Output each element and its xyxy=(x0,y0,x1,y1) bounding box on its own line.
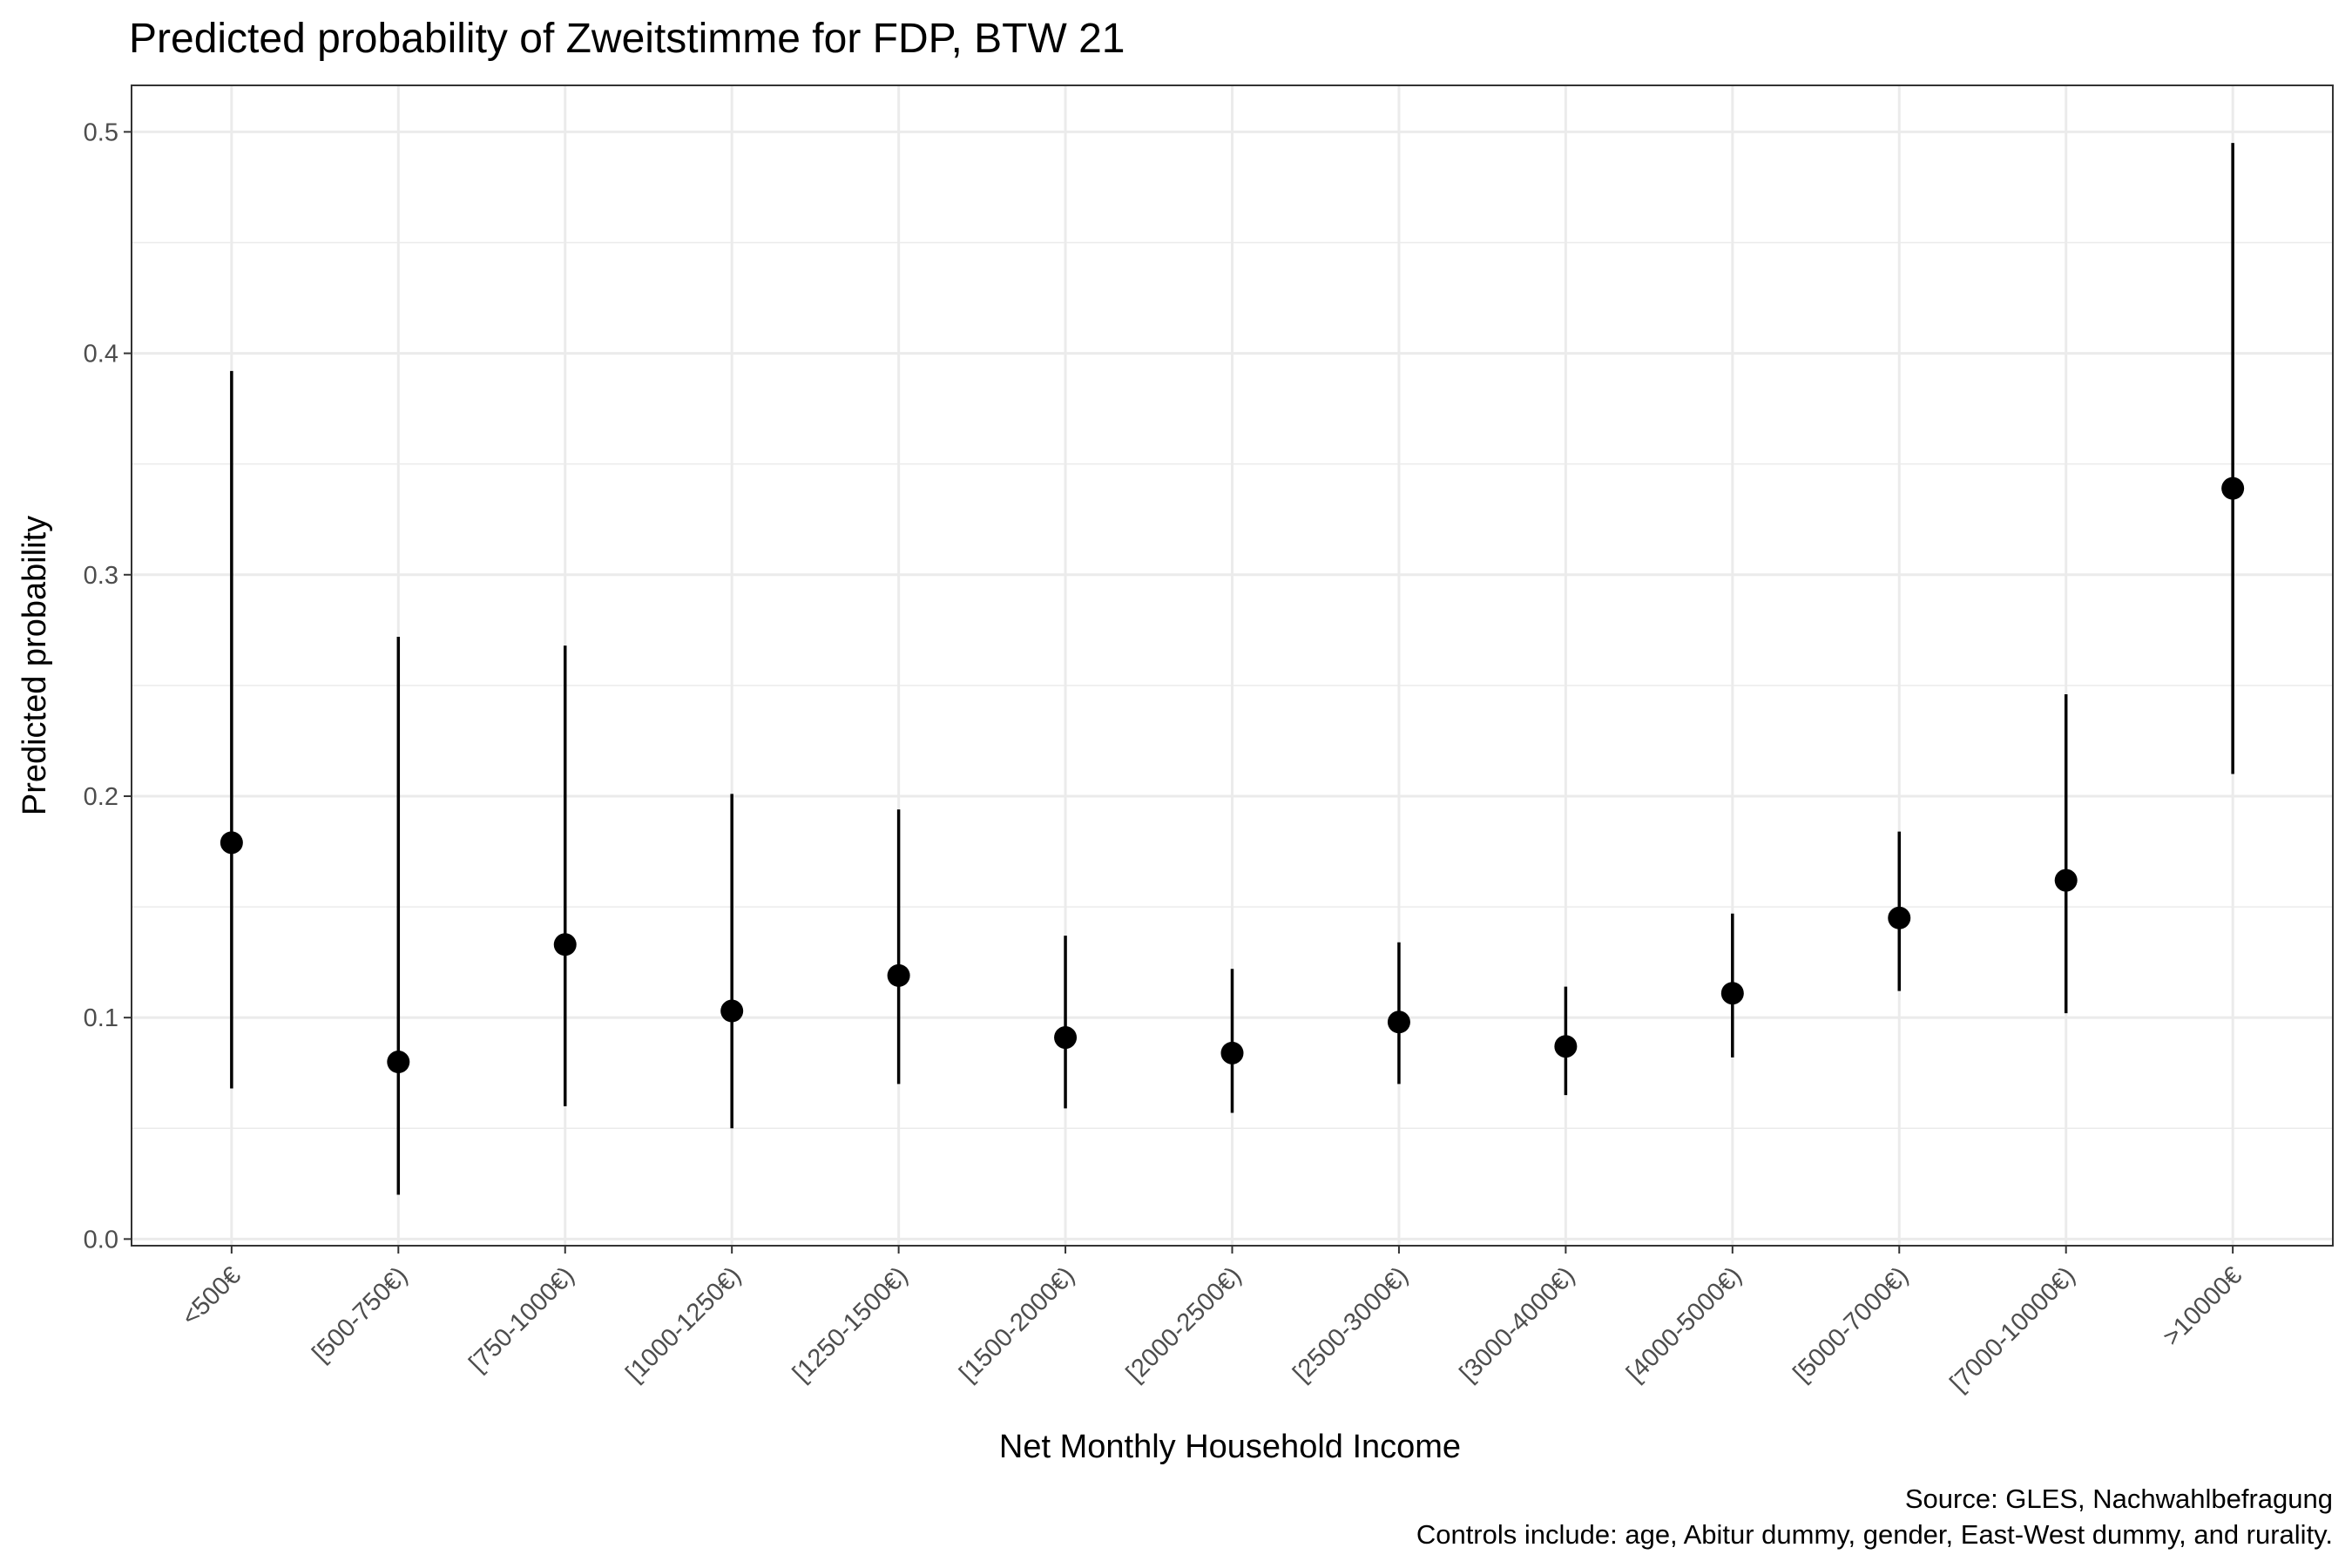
data-point xyxy=(1888,906,1911,929)
data-point xyxy=(2054,868,2078,892)
y-axis: 0.0 0.1 0.2 0.3 0.4 0.5 xyxy=(84,118,132,1254)
data-point xyxy=(720,999,744,1023)
data-point xyxy=(2221,476,2245,500)
y-tick-label: 0.1 xyxy=(84,1004,118,1032)
x-tick-label: <500€ xyxy=(177,1261,247,1331)
data-point xyxy=(387,1051,410,1074)
x-tick-label: [3000-4000€) xyxy=(1455,1261,1581,1388)
data-point xyxy=(1720,982,1744,1005)
y-tick-label: 0.2 xyxy=(84,783,118,811)
x-tick-label: [7000-10000€) xyxy=(1945,1261,2081,1397)
x-tick-label: [1250-1500€) xyxy=(787,1261,914,1388)
x-tick-label: [2500-3000€) xyxy=(1288,1261,1414,1388)
y-axis-title: Predicted probability xyxy=(17,516,53,815)
y-tick-label: 0.5 xyxy=(84,118,118,146)
caption-line-2: Controls include: age, Abitur dummy, gen… xyxy=(1416,1519,2333,1550)
x-tick-label: [500-750€) xyxy=(307,1261,413,1368)
x-tick-label: [750-1000€) xyxy=(463,1261,579,1377)
caption-line-1: Source: GLES, Nachwahlbefragung xyxy=(1905,1484,2333,1514)
x-axis: <500€ [500-750€) [750-1000€) [1000-1250€) [1… xyxy=(177,1246,2247,1397)
data-point xyxy=(1387,1010,1410,1034)
x-tick-label: [5000-7000€) xyxy=(1788,1261,1915,1388)
x-tick-label: [4000-5000€) xyxy=(1621,1261,1747,1388)
x-axis-title: Net Monthly Household Income xyxy=(999,1429,1461,1465)
data-points xyxy=(220,476,2245,1074)
data-point xyxy=(220,831,243,855)
y-tick-label: 0.3 xyxy=(84,562,118,590)
x-tick-label: [1500-2000€) xyxy=(954,1261,1080,1388)
error-bars xyxy=(230,143,2234,1195)
data-point xyxy=(1554,1035,1578,1058)
data-point xyxy=(553,933,577,956)
data-point xyxy=(1054,1026,1078,1050)
data-point xyxy=(887,963,910,987)
chart-title: Predicted probability of Zweitstimme for… xyxy=(129,16,1125,62)
y-tick-label: 0.4 xyxy=(84,341,118,368)
x-tick-label: [1000-1250€) xyxy=(621,1261,747,1388)
x-tick-label: >10000€ xyxy=(2158,1261,2247,1351)
y-tick-label: 0.0 xyxy=(84,1226,118,1254)
x-tick-label: [2000-2500€) xyxy=(1121,1261,1247,1388)
data-point xyxy=(1220,1041,1244,1064)
